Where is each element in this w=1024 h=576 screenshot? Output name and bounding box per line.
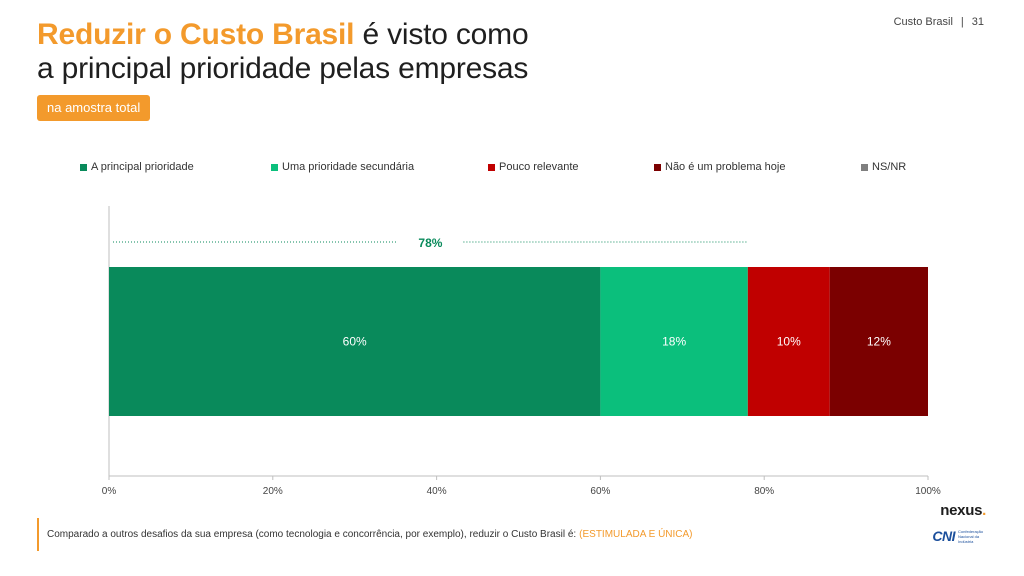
- legend-label: A principal prioridade: [91, 161, 194, 173]
- footer-qualifier: (ESTIMULADA E ÚNICA): [579, 529, 693, 540]
- x-tick-label: 40%: [427, 486, 447, 497]
- nexus-logo: nexus.: [940, 502, 986, 519]
- title-highlight: Reduzir o Custo Brasil: [37, 18, 355, 51]
- legend-item: Pouco relevante: [488, 161, 579, 173]
- x-tick-label: 20%: [263, 486, 283, 497]
- legend-swatch: [654, 163, 661, 171]
- bar-segment: [829, 267, 928, 416]
- page-separator: |: [960, 16, 964, 28]
- legend-label: Pouco relevante: [499, 161, 579, 173]
- cni-logo-caption: Confederação Nacional da Indústria: [958, 528, 984, 544]
- legend-label: Não é um problema hoje: [665, 161, 786, 173]
- x-tick-label: 80%: [754, 486, 774, 497]
- data-label: 60%: [343, 335, 367, 349]
- legend-swatch: [861, 163, 868, 171]
- legend-swatch: [271, 163, 278, 171]
- x-tick-label: 100%: [915, 486, 941, 497]
- title-line1-rest: é visto como: [354, 18, 529, 51]
- sample-badge: na amostra total: [37, 95, 151, 121]
- title-line2: a principal prioridade pelas empresas: [37, 52, 529, 85]
- legend-item: A principal prioridade: [80, 161, 194, 173]
- page-tag: Custo Brasil | 31: [894, 16, 984, 28]
- chart-legend: A principal prioridade Uma prioridade sec…: [0, 161, 1024, 177]
- cni-logo-mark: CNI: [932, 528, 955, 544]
- footer-question: Comparado a outros desafios da sua empre…: [47, 529, 577, 540]
- legend-item: NS/NR: [861, 161, 906, 173]
- x-tick-label: 0%: [102, 486, 117, 497]
- page-number: 31: [971, 16, 984, 28]
- bar-segment: [109, 267, 601, 416]
- footer-note: Comparado a outros desafios da sua empre…: [37, 518, 693, 551]
- legend-item: Não é um problema hoje: [654, 161, 785, 173]
- bar-segment: [747, 267, 830, 416]
- legend-label: NS/NR: [872, 161, 907, 173]
- x-tick-label: 60%: [590, 486, 610, 497]
- legend-label: Uma prioridade secundária: [282, 161, 415, 173]
- stacked-bar-chart: 0% 20% 40% 60% 80% 100% 60% 18% 10% 12% 78%: [102, 206, 941, 497]
- legend-swatch: [80, 163, 87, 171]
- nexus-logo-dot: .: [982, 502, 986, 519]
- bar-segment: [600, 267, 748, 416]
- data-label: 10%: [777, 335, 801, 349]
- legend-swatch: [488, 163, 495, 171]
- section-name: Custo Brasil: [893, 16, 953, 28]
- page-title: Reduzir o Custo Brasil é visto como a pr…: [37, 18, 529, 86]
- legend-item: Uma prioridade secundária: [271, 161, 414, 173]
- annotation-label: 78%: [418, 236, 442, 250]
- data-label: 18%: [662, 335, 686, 349]
- data-label: 12%: [867, 335, 891, 349]
- cni-logo: CNI Confederação Nacional da Indústria: [932, 528, 988, 544]
- nexus-logo-text: nexus: [940, 502, 983, 519]
